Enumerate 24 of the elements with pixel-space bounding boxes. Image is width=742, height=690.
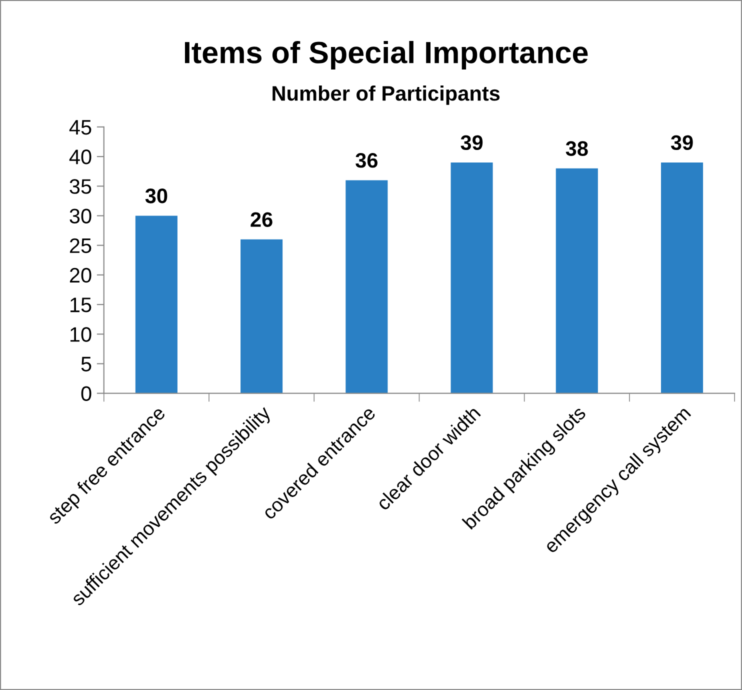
bar	[556, 168, 598, 394]
chart-title: Items of Special Importance	[184, 40, 588, 70]
bar	[450, 162, 493, 394]
y-tick-label: 0	[81, 386, 92, 402]
chart-subtitle: Number of Participants	[272, 86, 500, 105]
data-label: 38	[566, 141, 588, 156]
data-label: 30	[145, 188, 168, 204]
bar	[240, 239, 283, 394]
y-tick-label: 35	[70, 179, 92, 194]
y-tick-label: 15	[70, 298, 92, 312]
data-label: 26	[250, 212, 272, 227]
bar	[346, 180, 388, 394]
y-tick-label: 10	[70, 327, 92, 342]
y-tick-label: 30	[70, 208, 92, 224]
bar	[661, 162, 704, 394]
data-label: 39	[460, 135, 483, 150]
y-tick-label: 25	[70, 238, 92, 254]
y-tick-label: 5	[81, 356, 92, 372]
y-tick-label: 20	[70, 268, 92, 283]
bar	[135, 216, 178, 394]
data-label: 36	[356, 153, 378, 168]
data-label: 39	[670, 135, 693, 150]
y-tick-label: 40	[69, 150, 92, 164]
y-tick-label: 45	[69, 120, 92, 135]
